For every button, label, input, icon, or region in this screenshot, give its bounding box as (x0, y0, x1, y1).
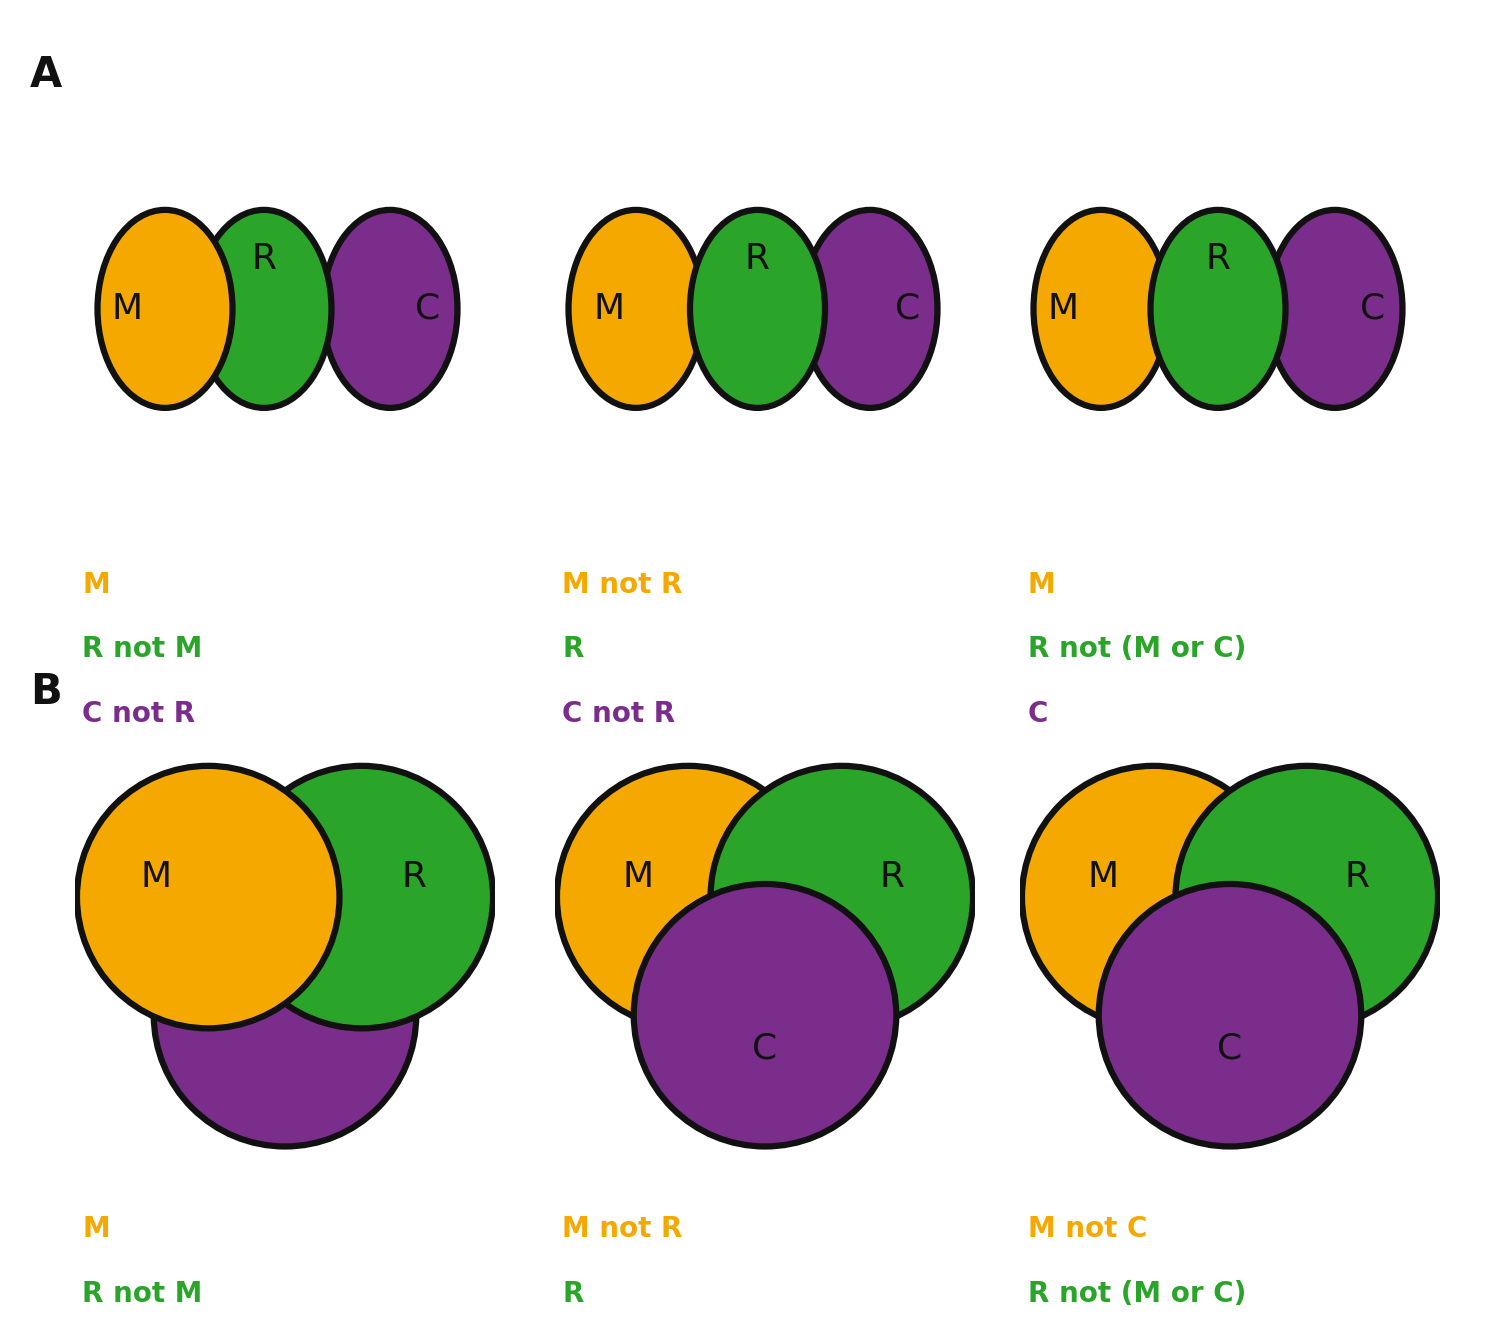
Text: C not R: C not R (82, 700, 195, 728)
Circle shape (633, 884, 897, 1147)
Text: C: C (753, 1031, 777, 1065)
Text: R: R (1344, 861, 1370, 894)
Text: R: R (252, 242, 276, 277)
Circle shape (556, 766, 819, 1029)
Text: C: C (1028, 700, 1048, 728)
Text: M: M (1088, 861, 1119, 894)
Ellipse shape (1150, 210, 1286, 408)
Text: R: R (879, 861, 904, 894)
Text: M: M (1028, 571, 1054, 599)
Text: A: A (30, 54, 62, 95)
Text: C: C (896, 291, 921, 326)
Text: R: R (746, 242, 770, 277)
Text: M not R: M not R (562, 1215, 682, 1244)
Text: R: R (562, 1280, 584, 1308)
Ellipse shape (98, 210, 232, 408)
Circle shape (231, 766, 494, 1029)
Text: R: R (562, 635, 584, 663)
Text: M: M (111, 291, 142, 326)
Text: R not (M or C): R not (M or C) (1028, 635, 1246, 663)
Text: C: C (1218, 1031, 1242, 1065)
Text: C: C (416, 291, 441, 326)
Circle shape (1022, 766, 1284, 1029)
Text: R not (M or C): R not (M or C) (1028, 1280, 1246, 1308)
Circle shape (711, 766, 974, 1029)
Ellipse shape (1034, 210, 1168, 408)
Text: B: B (30, 672, 62, 713)
Text: M not R: M not R (562, 571, 682, 599)
Ellipse shape (1268, 210, 1402, 408)
Circle shape (153, 884, 416, 1147)
Ellipse shape (196, 210, 332, 408)
Text: R not M: R not M (82, 635, 203, 663)
Text: C not R: C not R (562, 700, 675, 728)
Circle shape (1176, 766, 1438, 1029)
Text: C: C (1360, 291, 1386, 326)
Text: R: R (1206, 242, 1230, 277)
Text: M: M (140, 861, 171, 894)
Ellipse shape (322, 210, 458, 408)
Text: M: M (1047, 291, 1078, 326)
Ellipse shape (802, 210, 938, 408)
Text: M: M (82, 1215, 110, 1244)
Text: R: R (402, 861, 427, 894)
Ellipse shape (690, 210, 825, 408)
Circle shape (1098, 884, 1362, 1147)
Text: M: M (594, 291, 624, 326)
Ellipse shape (568, 210, 704, 408)
Text: M not C: M not C (1028, 1215, 1148, 1244)
Text: M: M (82, 571, 110, 599)
Text: M: M (622, 861, 654, 894)
Text: R not M: R not M (82, 1280, 203, 1308)
Circle shape (76, 766, 339, 1029)
